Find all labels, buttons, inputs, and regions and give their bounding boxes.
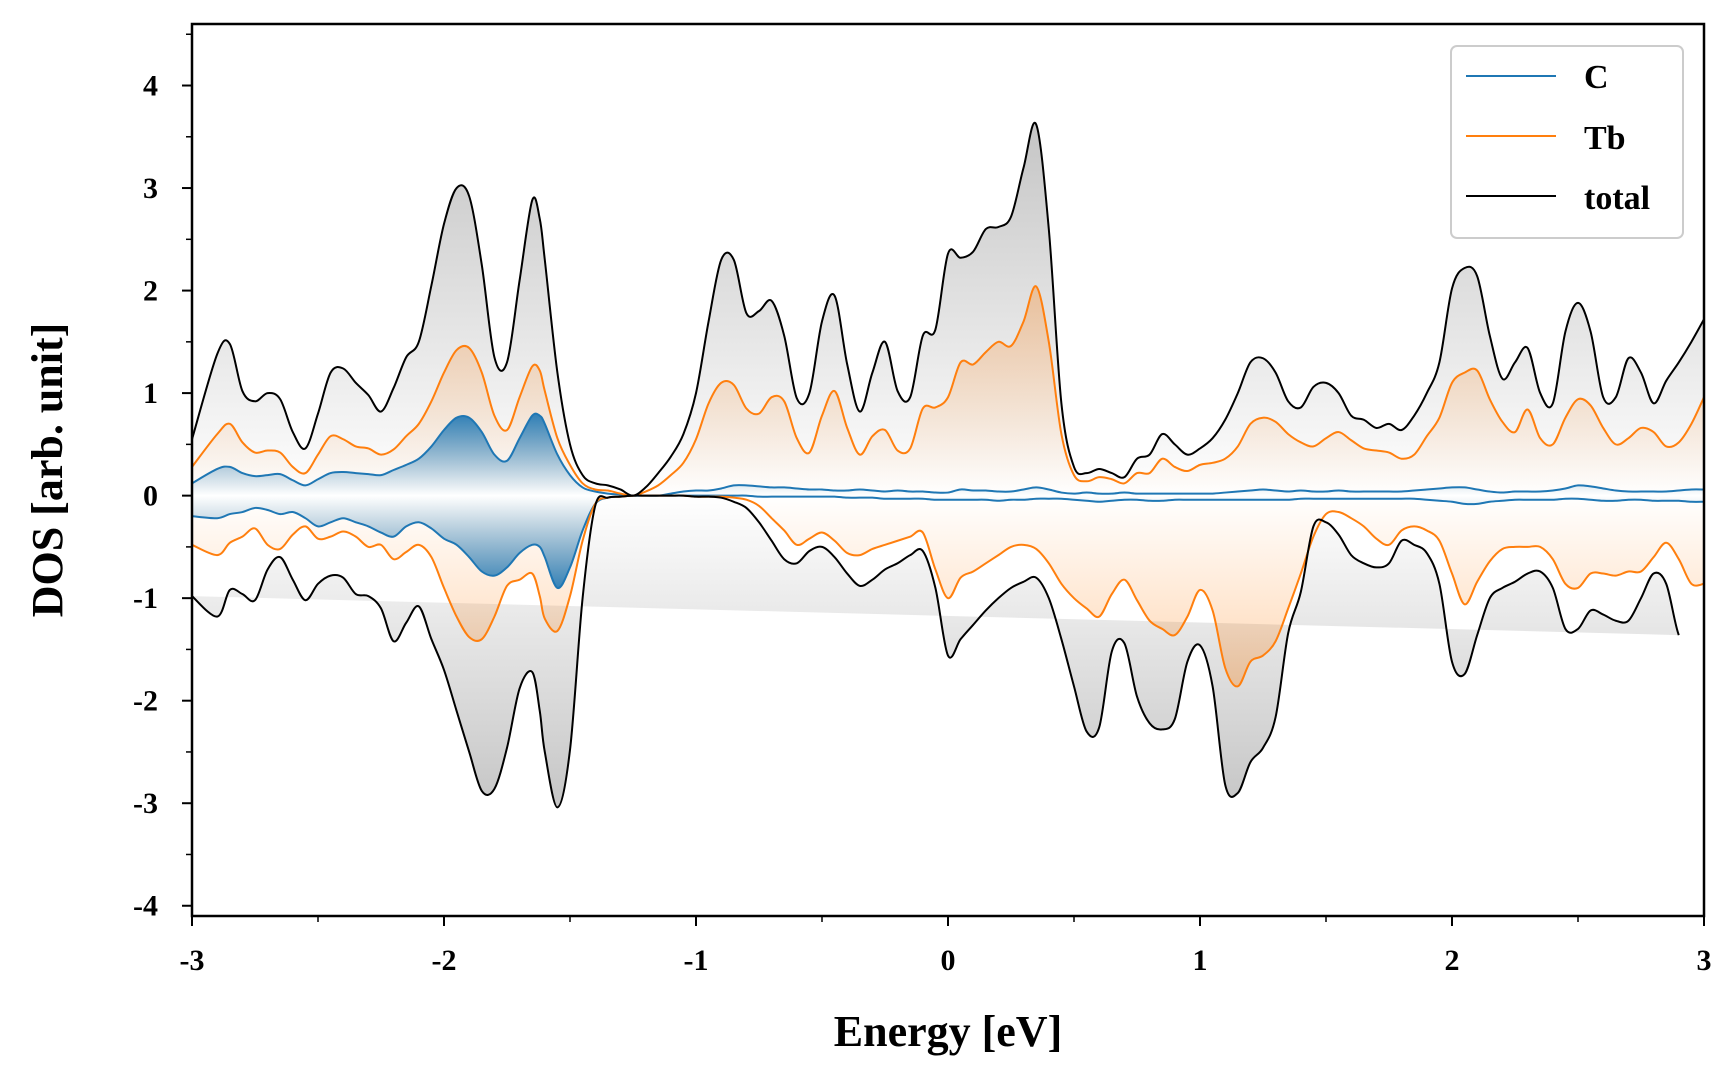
legend-box [1450,45,1684,239]
legend-label-tb: Tb [1584,120,1626,157]
y-axis-label: DOS [arb. unit] [23,323,72,618]
legend: C Tb total [1450,45,1684,239]
x-tick-label: 3 [1697,944,1712,977]
legend-label-total: total [1584,180,1650,217]
line-c-down [192,494,1704,589]
x-tick-label: 0 [941,944,956,977]
y-tick-label: -1 [133,582,158,615]
y-tick-label: -4 [133,890,158,923]
y-tick-label: 1 [143,377,158,410]
x-axis-label: Energy [eV] [834,1007,1063,1056]
line-total-down [192,494,1680,809]
y-tick-label: 3 [143,172,158,205]
x-tick-label: -1 [684,944,709,977]
fill-total-up [192,122,1704,496]
y-axis: -4 -3 -2 -1 0 1 2 3 4 [133,33,192,923]
y-tick-label: -2 [133,685,158,718]
x-axis: -3 -2 -1 0 1 2 3 [180,916,1712,977]
fill-tb-up [192,286,1704,496]
line-tb-up [192,285,1704,497]
y-tick-label: -3 [133,787,158,820]
x-tick-label: 2 [1445,944,1460,977]
y-tick-label: 2 [143,275,158,308]
plot-area [192,121,1704,809]
fill-total-down [192,495,1679,808]
x-tick-label: -2 [432,944,457,977]
line-total-up [192,121,1704,497]
x-tick-label: 1 [1193,944,1208,977]
y-tick-label: 0 [143,480,158,513]
y-tick-label: 4 [143,70,158,103]
line-c-up [192,412,1704,497]
legend-label-c: C [1584,59,1609,96]
line-tb-down [192,494,1704,688]
x-tick-label: -3 [180,944,205,977]
series-lines [192,121,1704,809]
